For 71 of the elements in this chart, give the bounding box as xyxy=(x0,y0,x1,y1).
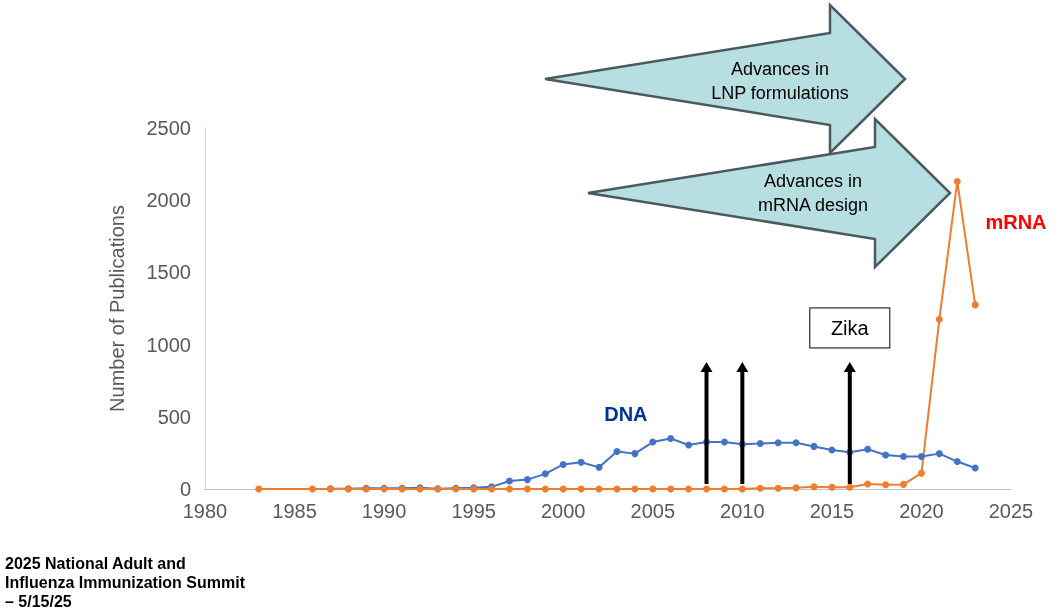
series-label: DNA xyxy=(604,403,648,426)
x-tick-label: 2025 xyxy=(988,500,1034,522)
y-tick-label: 500 xyxy=(157,405,191,428)
annotation: Advances in mRNA design xyxy=(757,171,869,215)
point xyxy=(935,450,943,458)
point xyxy=(649,438,657,446)
point xyxy=(506,477,513,485)
text: Advances in LNP formulations xyxy=(711,59,849,103)
point xyxy=(720,485,728,493)
point xyxy=(917,469,925,477)
point xyxy=(882,481,890,489)
point xyxy=(667,485,675,493)
point xyxy=(685,485,693,493)
point xyxy=(953,177,961,185)
point xyxy=(595,463,603,471)
point xyxy=(255,485,263,493)
y-axis-title: Number of Publications xyxy=(106,205,128,412)
point xyxy=(308,485,316,493)
x-tick-label: 1990 xyxy=(361,500,407,522)
point xyxy=(559,460,567,468)
point xyxy=(506,485,513,493)
point xyxy=(864,445,872,453)
series-label: mRNA xyxy=(985,211,1047,234)
point xyxy=(882,451,890,459)
x-tick-label: 2015 xyxy=(809,500,855,522)
point xyxy=(523,485,531,493)
point xyxy=(703,485,711,493)
y-tick-label: 2500 xyxy=(146,117,191,139)
point xyxy=(935,315,943,323)
point xyxy=(685,441,693,449)
y-tick-label: 2000 xyxy=(146,189,191,212)
annotation: Zika xyxy=(830,316,870,339)
point xyxy=(613,447,621,455)
point xyxy=(846,483,854,491)
point xyxy=(649,485,657,493)
point xyxy=(720,438,728,446)
point xyxy=(953,458,961,466)
point xyxy=(810,483,818,491)
x-tick-label: 1995 xyxy=(451,500,496,522)
point xyxy=(541,485,549,493)
point xyxy=(792,484,800,492)
point xyxy=(631,450,639,458)
point xyxy=(900,453,908,461)
point xyxy=(864,480,872,488)
x-tick-label: 2020 xyxy=(899,500,944,522)
point xyxy=(971,464,979,472)
point xyxy=(971,301,979,309)
x-tick-label: 2000 xyxy=(540,500,586,522)
point xyxy=(792,439,800,447)
y-tick-label: 0 xyxy=(179,478,191,500)
point xyxy=(667,434,675,442)
x-tick-label: 2010 xyxy=(720,500,765,522)
y-tick-label: 1000 xyxy=(146,333,191,356)
point xyxy=(756,440,764,448)
point xyxy=(541,470,549,478)
point xyxy=(774,439,782,447)
text: 2025 National Adult and Influenza Immunization Summit – 5/15/25 xyxy=(5,555,246,610)
point xyxy=(828,483,836,491)
point xyxy=(810,442,818,450)
point xyxy=(917,453,925,461)
x-tick-label: 1980 xyxy=(182,500,228,522)
point xyxy=(523,476,531,484)
point xyxy=(738,485,746,493)
point xyxy=(900,480,908,488)
x-tick-label: 1985 xyxy=(272,500,317,522)
point xyxy=(577,458,585,466)
y-tick-label: 1500 xyxy=(146,261,191,284)
point xyxy=(774,484,782,492)
point xyxy=(559,485,567,493)
point xyxy=(756,484,764,492)
x-tick-label: 2005 xyxy=(630,500,676,522)
